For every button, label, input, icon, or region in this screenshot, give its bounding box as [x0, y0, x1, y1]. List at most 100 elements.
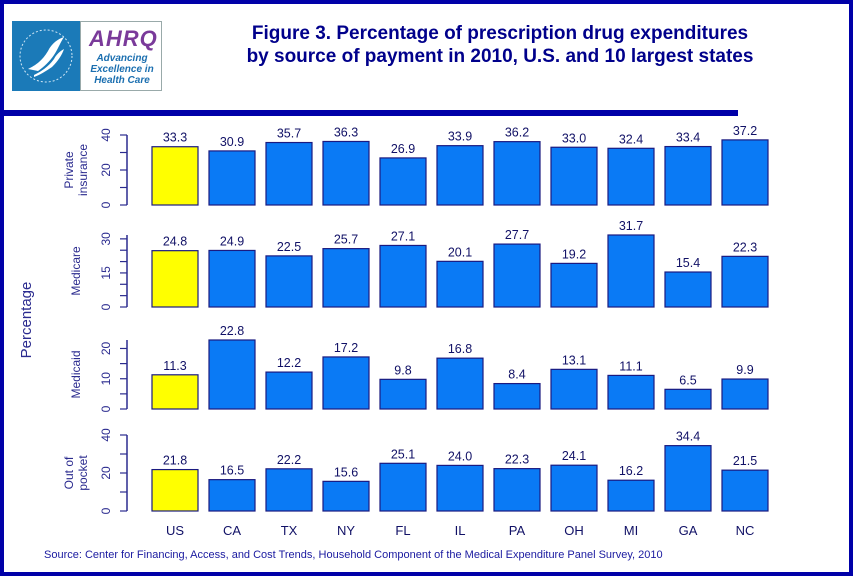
bar-ny — [322, 356, 370, 410]
bar-fl — [379, 157, 427, 206]
value-label: 22.3 — [505, 453, 529, 467]
value-label: 36.3 — [334, 125, 358, 139]
ahrq-logo: AHRQ Advancing Excellence in Health Care — [12, 21, 162, 91]
value-label: 12.2 — [277, 356, 301, 370]
bar-tx — [265, 371, 313, 410]
value-label: 22.2 — [277, 453, 301, 467]
x-tick-label: FL — [395, 523, 410, 538]
value-label: 15.6 — [334, 465, 358, 479]
panel-label: pocket — [76, 455, 90, 491]
y-tick-label: 0 — [99, 405, 113, 412]
ahrq-brand: AHRQ Advancing Excellence in Health Care — [80, 21, 162, 91]
bar-ga — [664, 388, 712, 410]
value-label: 37.2 — [733, 124, 757, 138]
y-tick-label: 15 — [99, 266, 113, 280]
tagline-line: Advancing — [96, 53, 148, 64]
x-tick-label: PA — [509, 523, 526, 538]
ahrq-wordmark: AHRQ — [89, 26, 158, 51]
bar-mi — [607, 234, 655, 308]
bar-nc — [721, 255, 769, 308]
y-tick-label: 10 — [99, 372, 113, 386]
value-label: 22.5 — [277, 240, 301, 254]
x-axis-labels: US CA TX NY FL IL PA OH MI GA NC — [166, 523, 754, 538]
bar-pa — [493, 141, 541, 206]
bar-oh — [550, 368, 598, 410]
value-label: 33.9 — [448, 130, 472, 144]
bar-oh — [550, 146, 598, 206]
value-label: 24.1 — [562, 449, 586, 463]
bar-ga — [664, 145, 712, 206]
x-tick-label: CA — [223, 523, 241, 538]
panel-private-insurance: 0 20 40 Private insurance 33.3 30.9 35.7 36.3 26.… — [62, 124, 769, 208]
value-label: 26.9 — [391, 142, 415, 156]
value-label: 24.0 — [448, 449, 472, 463]
value-label: 31.7 — [619, 219, 643, 233]
x-tick-label: US — [166, 523, 184, 538]
title-divider — [0, 110, 738, 116]
y-tick-label: 40 — [99, 428, 113, 442]
value-label: 6.5 — [679, 373, 696, 387]
x-tick-label: NY — [337, 523, 355, 538]
title-line-1: Figure 3. Percentage of prescription dru… — [251, 23, 749, 44]
value-label: 36.2 — [505, 126, 529, 140]
value-label: 33.4 — [676, 131, 700, 145]
bar-pa — [493, 468, 541, 512]
value-label: 15.4 — [676, 256, 700, 270]
value-label: 34.4 — [676, 430, 700, 444]
bar-mi — [607, 147, 655, 206]
y-tick-label: 0 — [99, 303, 113, 310]
bar-nc — [721, 139, 769, 206]
bar-ga — [664, 271, 712, 308]
value-label: 27.1 — [391, 229, 415, 243]
panel-label: Medicaid — [69, 350, 83, 398]
panel-out-of-pocket: 0 20 40 Out of pocket 21.8 16.5 22.2 15.6 25.1 24.… — [62, 428, 769, 514]
bar-ca — [208, 249, 256, 308]
panel-label: Out of — [62, 456, 76, 489]
y-tick-label: 0 — [99, 201, 113, 208]
bar-ny — [322, 248, 370, 308]
bar-ca — [208, 150, 256, 206]
bar-tx — [265, 141, 313, 206]
y-tick-label: 20 — [99, 466, 113, 480]
bar-il — [436, 145, 484, 206]
bar-ny — [322, 140, 370, 206]
bar-us — [151, 250, 199, 308]
value-label: 13.1 — [562, 353, 586, 367]
value-label: 20.1 — [448, 245, 472, 259]
bar-il — [436, 357, 484, 410]
value-label: 32.4 — [619, 132, 643, 146]
value-label: 9.9 — [736, 363, 753, 377]
value-label: 16.5 — [220, 464, 244, 478]
bar-mi — [607, 374, 655, 410]
value-label: 17.2 — [334, 341, 358, 355]
value-label: 19.2 — [562, 247, 586, 261]
tagline-line: Health Care — [94, 75, 150, 86]
x-tick-label: OH — [564, 523, 584, 538]
value-label: 35.7 — [277, 127, 301, 141]
value-label: 8.4 — [508, 368, 525, 382]
panel-label: insurance — [76, 144, 90, 196]
value-label: 30.9 — [220, 135, 244, 149]
value-label: 9.8 — [394, 363, 411, 377]
hhs-seal-icon — [12, 21, 80, 91]
value-label: 24.8 — [163, 235, 187, 249]
bar-nc — [721, 378, 769, 410]
bar-pa — [493, 382, 541, 410]
bar-il — [436, 464, 484, 512]
value-label: 16.8 — [448, 342, 472, 356]
source-note: Source: Center for Financing, Access, an… — [44, 549, 663, 561]
value-label: 11.1 — [619, 359, 642, 373]
bar-oh — [550, 262, 598, 308]
x-tick-label: IL — [455, 523, 466, 538]
bar-tx — [265, 255, 313, 308]
title-line-2: by source of payment in 2010, U.S. and 1… — [246, 46, 754, 67]
panel-medicaid: 0 10 20 Medicaid 11.3 22.8 12.2 17.2 9.8 16.8 8.4 1… — [69, 324, 769, 412]
y-axis-title: Percentage — [18, 282, 35, 359]
panel-label: Private — [62, 151, 76, 189]
value-label: 21.8 — [163, 454, 187, 468]
bar-ny — [322, 480, 370, 512]
value-label: 25.7 — [334, 233, 358, 247]
x-tick-label: NC — [736, 523, 755, 538]
value-label: 22.8 — [220, 324, 244, 338]
